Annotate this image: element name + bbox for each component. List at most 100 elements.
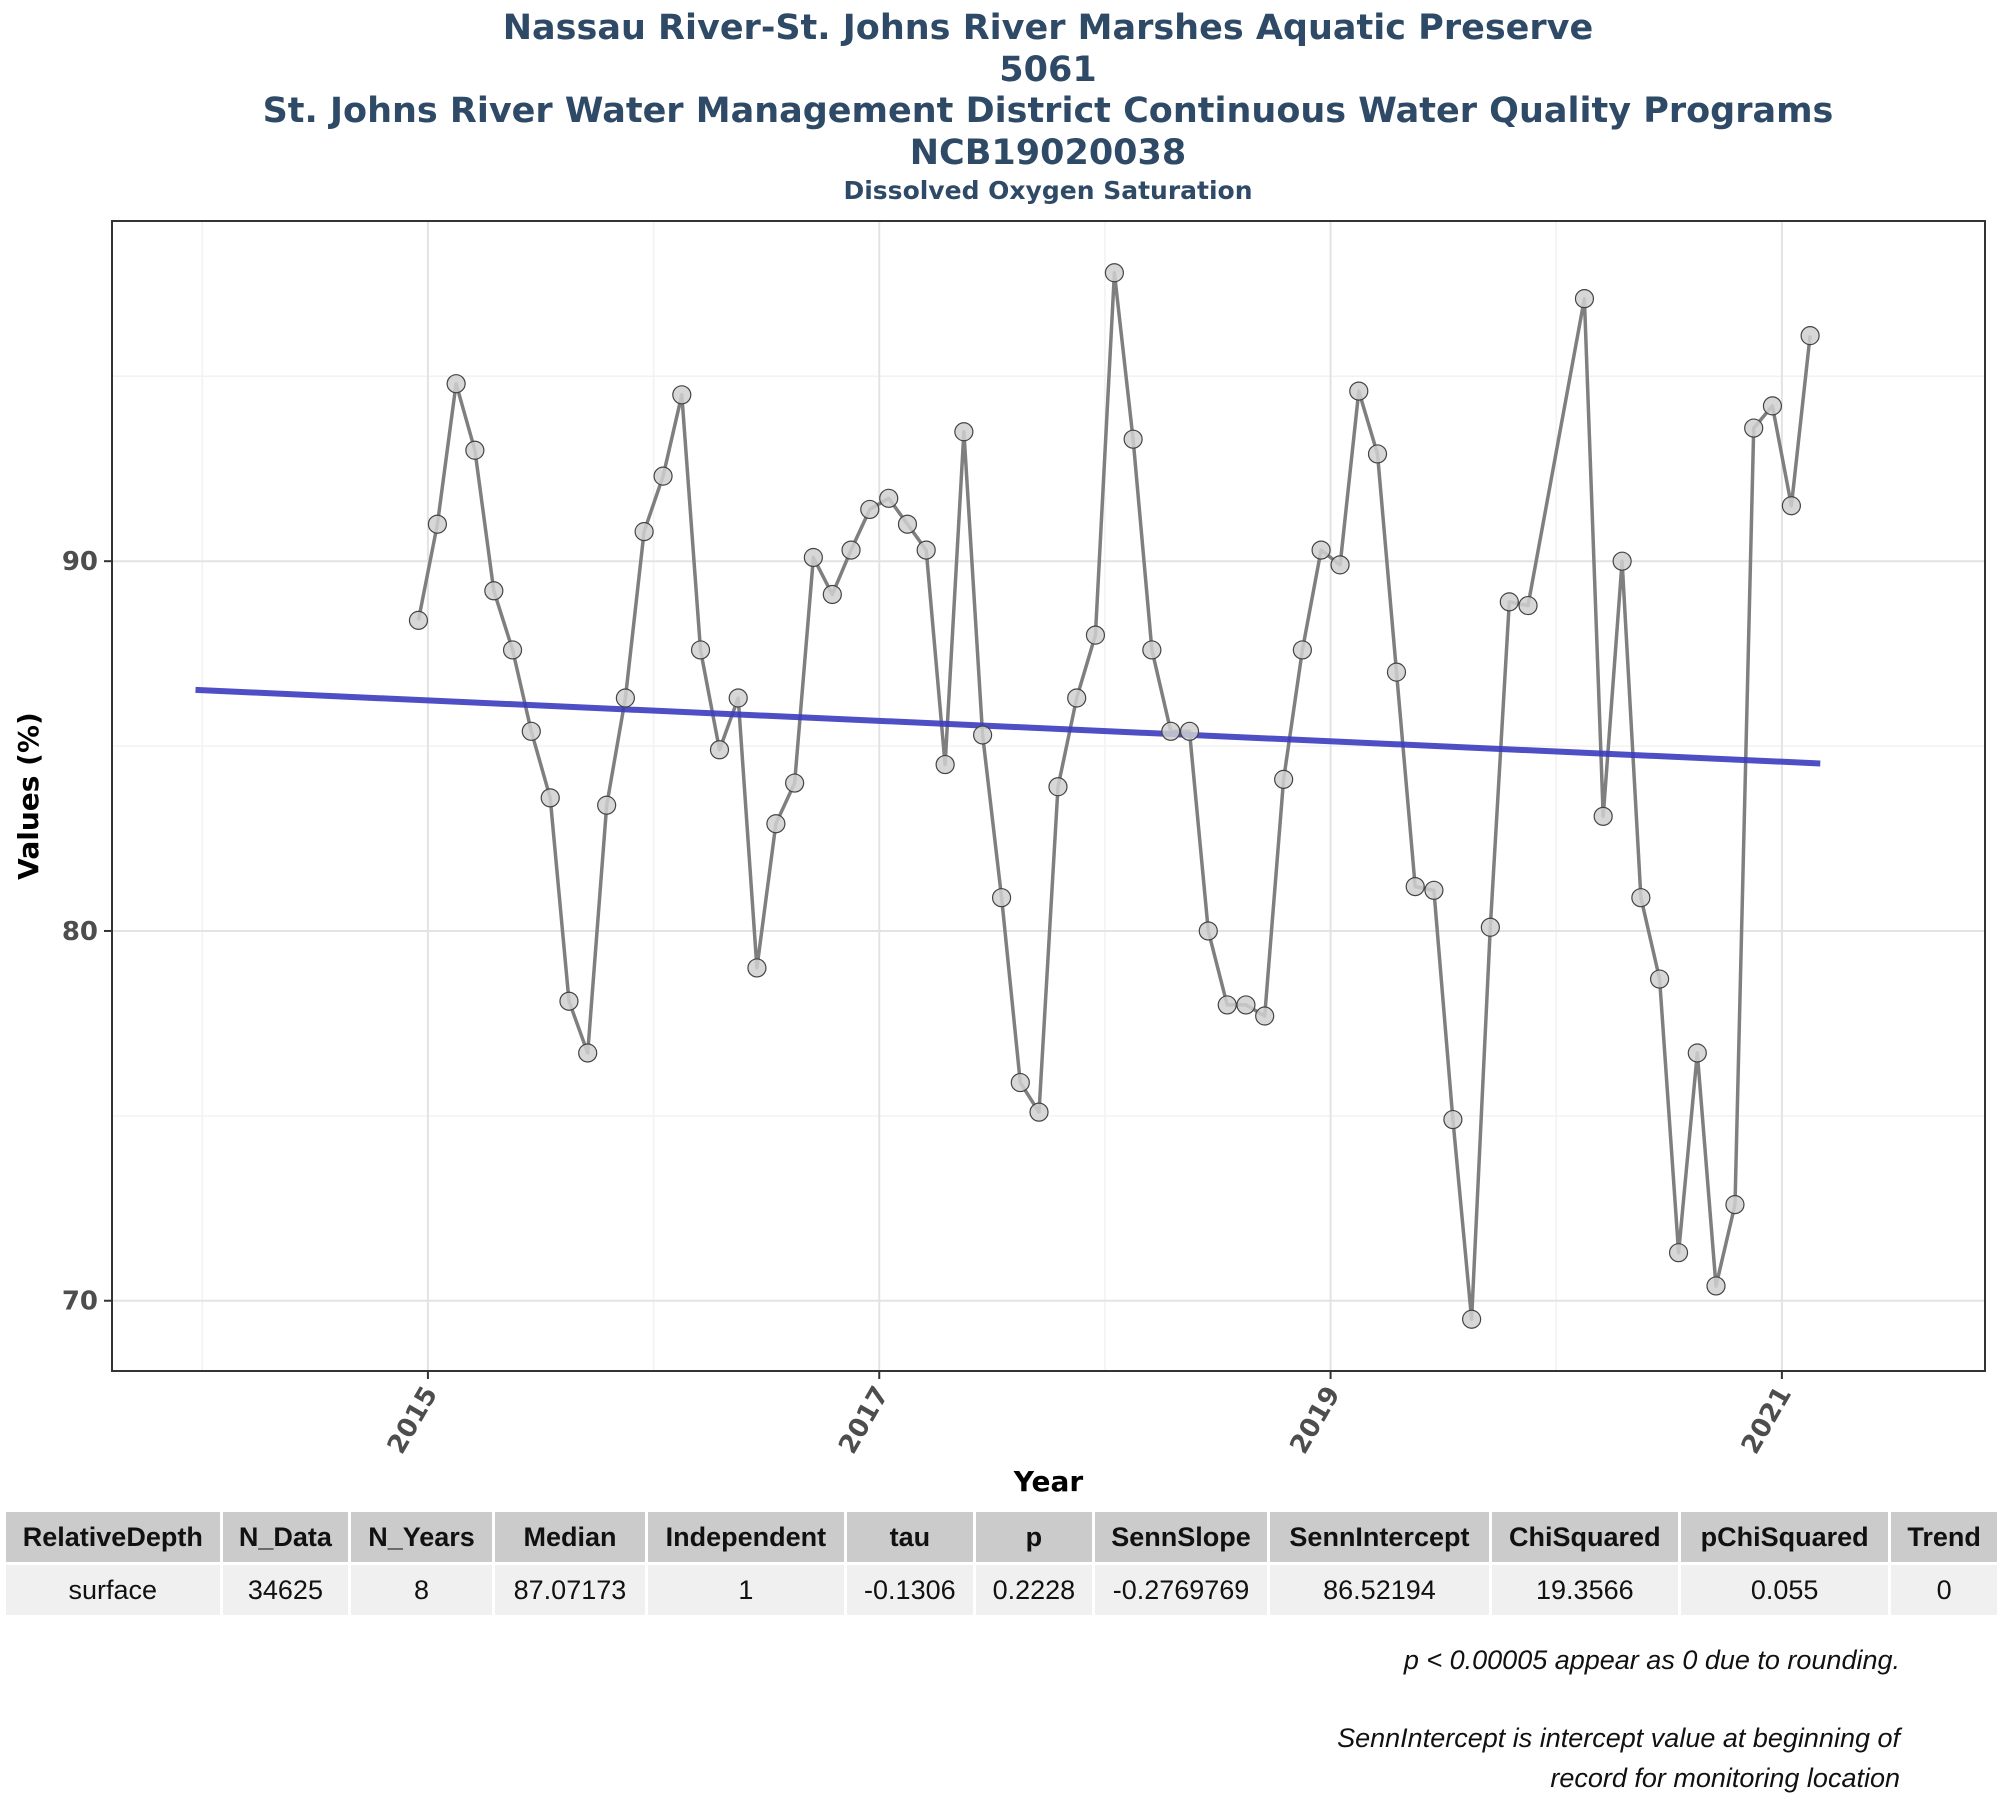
data-point	[935, 754, 955, 775]
data-point	[1687, 1043, 1707, 1063]
data-point	[653, 466, 673, 486]
data-point	[1800, 326, 1820, 346]
data-point	[1029, 1102, 1049, 1122]
plot-border	[111, 220, 1986, 1372]
stats-body: surface 34625 8 87.07173 1 -0.1306 0.2228 -0.27…	[6, 1562, 2000, 1615]
chart-subtitle: Dissolved Oxygen Saturation	[843, 176, 1253, 205]
data-point	[1781, 496, 1801, 516]
column-header: Independent	[646, 1512, 847, 1564]
data-point	[1048, 777, 1068, 797]
x-axis-label: Year	[1013, 1465, 1084, 1498]
data-point	[803, 547, 823, 568]
data-point	[1386, 662, 1407, 682]
table-cell: 87.07173	[493, 1562, 649, 1615]
data-point	[1631, 888, 1651, 908]
table-cell: -0.1306	[845, 1562, 977, 1615]
y-tick-label: 90	[62, 547, 98, 577]
data-point	[597, 795, 617, 815]
data-point	[1480, 917, 1500, 937]
y-tick-label: 70	[62, 1287, 98, 1317]
table-cell: 0.2228	[974, 1562, 1095, 1615]
data-point	[1085, 625, 1106, 645]
trend-line	[195, 686, 1821, 767]
data-point	[578, 1043, 598, 1063]
data-point	[728, 688, 748, 708]
data-point	[1518, 595, 1538, 616]
data-point	[1405, 876, 1425, 897]
column-header: ChiSquared	[1490, 1512, 1682, 1564]
x-tick-label: 2015	[382, 1382, 444, 1460]
data-point	[879, 488, 899, 508]
data-point	[1198, 921, 1218, 941]
data-point	[766, 814, 786, 834]
data-point	[540, 788, 560, 808]
data-point	[1067, 688, 1087, 708]
chart-title-line-1: Nassau River-St. Johns River Marshes Aqu…	[502, 8, 1594, 48]
column-header: RelativeDepth	[6, 1512, 223, 1564]
table-cell: 19.3566	[1490, 1562, 1682, 1615]
data-point	[897, 514, 918, 534]
data-point	[1349, 381, 1369, 401]
data-point	[785, 773, 805, 793]
table-row: surface 34625 8 87.07173 1 -0.1306 0.2228 -0.27…	[6, 1562, 2000, 1615]
column-header: Trend	[1889, 1512, 2000, 1564]
x-tick-label: 2017	[833, 1382, 895, 1460]
chart-title-line-4: NCB19020038	[909, 132, 1187, 173]
data-point	[1593, 806, 1613, 826]
data-point	[1443, 1109, 1463, 1130]
data-point	[1292, 640, 1312, 660]
data-point	[1424, 880, 1444, 900]
data-point	[954, 422, 974, 442]
data-point	[672, 385, 692, 405]
data-point	[1311, 540, 1331, 560]
data-point	[1217, 995, 1237, 1015]
data-point	[446, 374, 466, 394]
data-point	[1104, 263, 1124, 283]
data-point	[1499, 592, 1519, 612]
column-header: SennIntercept	[1268, 1512, 1492, 1564]
data-point	[690, 640, 711, 660]
data-point	[991, 888, 1012, 908]
column-header: pChiSquared	[1679, 1512, 1892, 1564]
footnote-intercept-1: SennIntercept is intercept value at begi…	[1337, 1723, 1900, 1753]
data-point	[1255, 1006, 1275, 1026]
data-point	[559, 991, 579, 1011]
table-cell: 86.52194	[1268, 1562, 1492, 1615]
data-point	[973, 725, 993, 745]
footnote-intercept-2: record for monitoring location	[1550, 1763, 1900, 1793]
data-point	[1744, 418, 1764, 438]
data-point	[1123, 429, 1143, 449]
data-point	[502, 640, 523, 660]
data-point	[860, 499, 880, 520]
chart-svg: 70 80 90 2015 2017 2019 2021 Year Values (%)	[12, 220, 1986, 1498]
column-header: Median	[493, 1512, 649, 1564]
table-cell: 0	[1889, 1562, 2000, 1615]
column-header: N_Data	[221, 1512, 352, 1564]
data-point	[841, 540, 861, 560]
column-header: p	[974, 1512, 1095, 1564]
data-point	[1706, 1276, 1726, 1296]
table-cell: -0.2769769	[1093, 1562, 1271, 1615]
column-header: N_Years	[349, 1512, 495, 1564]
table-cell: surface	[6, 1562, 223, 1615]
chart-titles: Nassau River-St. Johns River Marshes Aqu…	[0, 8, 2000, 208]
data-point	[1274, 769, 1294, 789]
data-point	[1367, 444, 1388, 464]
data-point	[484, 581, 504, 601]
data-point	[1142, 640, 1162, 660]
data-point	[634, 522, 654, 542]
data-point	[465, 440, 485, 460]
chart-title-line-3: St. Johns River Water Management Distric…	[262, 91, 1834, 131]
footnote-rounding: p < 0.00005 appear as 0 due to rounding.	[1403, 1645, 1900, 1675]
y-tick-label: 80	[62, 917, 98, 947]
data-point	[1330, 555, 1350, 575]
column-header: tau	[845, 1512, 977, 1564]
y-axis-label: Values (%)	[12, 712, 45, 880]
data-point	[1762, 396, 1783, 416]
table-cell: 34625	[221, 1562, 352, 1615]
data-point	[1179, 721, 1200, 741]
stats-header-row: RelativeDepth N_Data N_Years Median Independ…	[6, 1512, 2000, 1564]
data-point	[1668, 1243, 1689, 1263]
column-header: SennSlope	[1093, 1512, 1271, 1564]
table-cell: 1	[646, 1562, 847, 1615]
